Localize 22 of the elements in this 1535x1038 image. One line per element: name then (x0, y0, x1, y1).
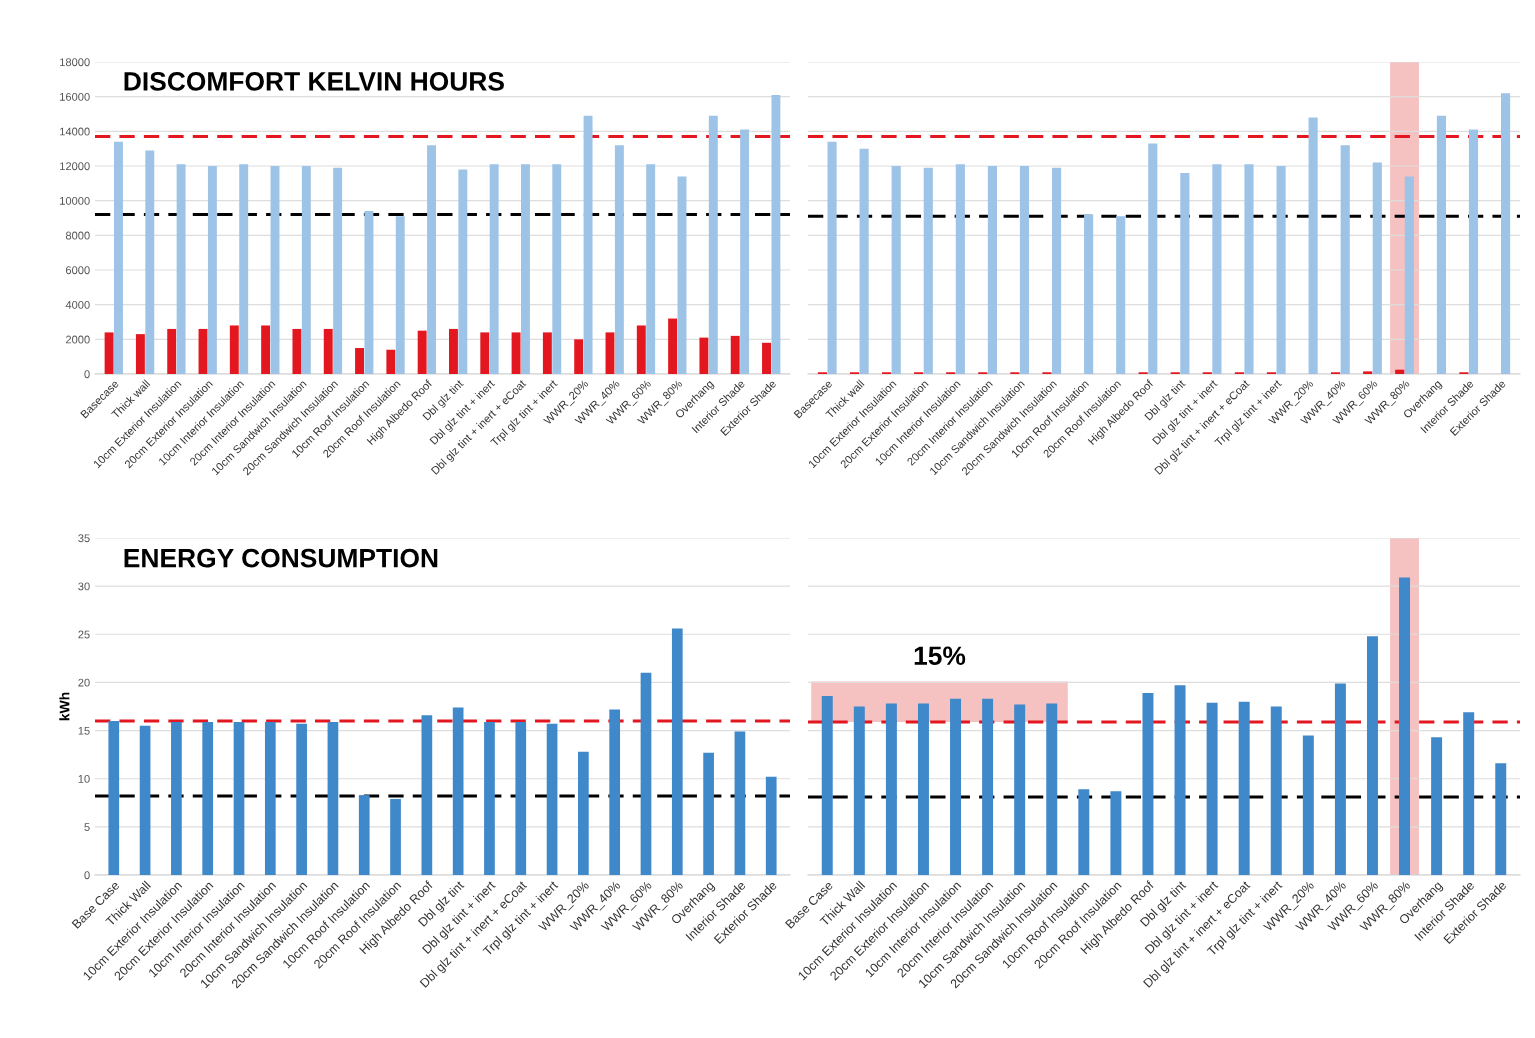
y-tick-label: 5 (84, 823, 90, 831)
y-tick-label: 6000 (65, 266, 90, 275)
band-label: 15% (914, 646, 966, 666)
y-tick-label: 10 (78, 774, 90, 783)
y-tick-label: 18000 (60, 58, 90, 67)
y-tick-label: 15 (78, 726, 90, 735)
chart-title: ENERGY CONSUMPTION (124, 548, 438, 568)
y-tick-label: 0 (84, 871, 90, 880)
y-tick-label: 25 (78, 630, 90, 639)
y-tick-label: 14000 (60, 127, 90, 136)
y-tick-label: 10000 (60, 196, 90, 205)
y-tick-label: 8000 (65, 231, 90, 240)
y-tick-label: 20 (78, 678, 90, 687)
chart-title: DISCOMFORT KELVIN HOURS (124, 72, 504, 91)
y-tick-label: 2000 (65, 335, 90, 344)
y-tick-label: 16000 (60, 92, 90, 101)
y-tick-label: 35 (78, 534, 90, 543)
y-axis-title: kWh (59, 692, 70, 721)
y-tick-label: 12000 (60, 162, 90, 171)
y-tick-label: 30 (78, 582, 90, 591)
y-tick-label: 4000 (65, 300, 90, 309)
y-tick-label: 0 (84, 370, 90, 379)
